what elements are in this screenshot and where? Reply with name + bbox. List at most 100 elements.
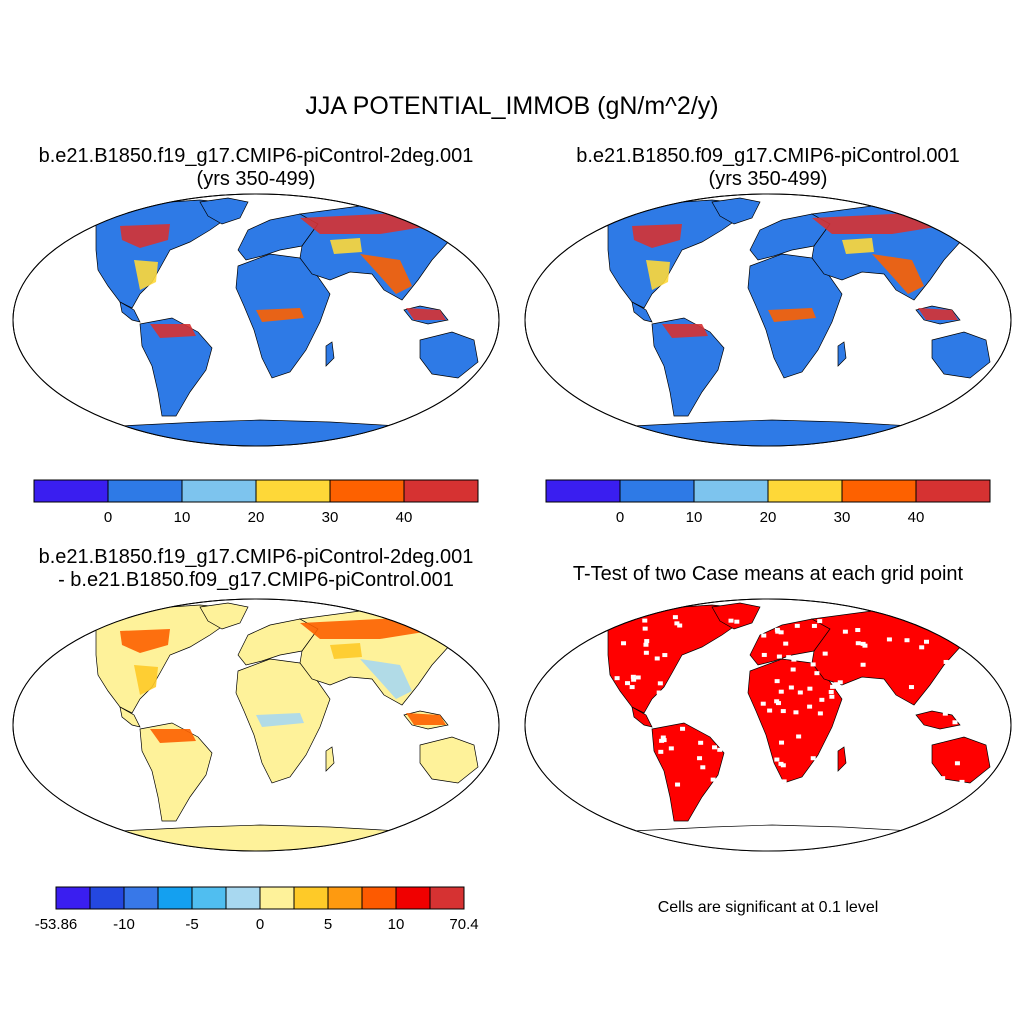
non-significant-cell <box>781 779 787 784</box>
colorbar-tick-label: 10 <box>686 509 703 526</box>
colorbar-swatch <box>259 886 295 910</box>
non-significant-cell <box>853 681 859 686</box>
non-significant-cell <box>761 633 767 638</box>
non-significant-cell <box>929 779 935 784</box>
non-significant-cell <box>967 718 973 723</box>
landmass-australia <box>419 331 479 379</box>
non-significant-cell <box>614 676 620 681</box>
landmass-south-america <box>139 317 213 417</box>
non-significant-cell <box>658 749 664 754</box>
landmass-greenland <box>199 197 249 225</box>
panel2-subtitle-line1: b.e21.B1850.f09_g17.CMIP6-piControl.001 <box>576 145 960 167</box>
non-significant-cell <box>847 756 853 761</box>
non-significant-cell <box>709 655 715 660</box>
non-significant-cell <box>740 781 746 786</box>
anomaly-region <box>150 729 196 743</box>
non-significant-cell <box>730 642 736 647</box>
non-significant-cell <box>621 641 627 646</box>
non-significant-cell <box>814 671 820 676</box>
colorbar-swatch <box>403 479 479 503</box>
colorbar-swatch <box>329 479 405 503</box>
non-significant-cell <box>807 686 813 691</box>
panel4-subtitle: T-Test of two Case means at each grid po… <box>512 563 1024 586</box>
anomaly-region <box>120 629 170 653</box>
colorbar-swatch <box>361 886 397 910</box>
anomaly-region <box>134 665 158 695</box>
anomaly-region <box>918 308 958 320</box>
colorbar-swatch <box>107 479 183 503</box>
colorbar-case2: 0 10 20 30 40 <box>545 479 991 526</box>
colorbar-swatch <box>181 479 257 503</box>
colorbar-tick-label: -10 <box>113 916 135 933</box>
non-significant-cell <box>794 623 800 628</box>
panel1-subtitle-line2: (yrs 350-499) <box>196 168 316 190</box>
non-significant-cell <box>629 685 635 690</box>
anomaly-region <box>646 260 670 290</box>
map-frame <box>12 193 500 447</box>
non-significant-cell <box>965 670 971 675</box>
landmass-central-america <box>119 706 141 728</box>
colorbar-swatch <box>545 479 621 503</box>
anomaly-region <box>872 254 924 294</box>
non-significant-cell <box>780 709 786 714</box>
landmass-madagascar <box>837 341 847 367</box>
non-significant-cell <box>889 748 895 753</box>
non-significant-cell <box>672 615 678 620</box>
non-significant-cell <box>810 756 816 761</box>
non-significant-cell <box>959 779 965 784</box>
non-significant-cell <box>807 704 813 709</box>
non-significant-cell <box>862 643 868 648</box>
non-significant-cell <box>643 642 649 647</box>
non-significant-cell <box>855 641 861 646</box>
non-significant-cell <box>786 655 792 660</box>
non-significant-cell <box>943 659 949 664</box>
non-significant-cell <box>656 690 662 695</box>
landmass-greenland <box>711 602 761 630</box>
non-significant-cell <box>819 697 825 702</box>
colorbar-tick-label: 40 <box>396 509 413 526</box>
colorbar-swatch <box>693 479 769 503</box>
landmass-new-zealand <box>485 776 495 794</box>
non-significant-cell <box>865 740 871 745</box>
landmass-madagascar <box>325 341 335 367</box>
anomaly-region <box>360 659 412 699</box>
non-significant-cell <box>830 684 836 689</box>
non-significant-cell <box>863 724 869 729</box>
colorbar-swatch <box>89 886 125 910</box>
panel2-subtitle-line2: (yrs 350-499) <box>708 168 828 190</box>
colorbar-tick-label: 30 <box>834 509 851 526</box>
colorbar-swatch <box>619 479 695 503</box>
non-significant-cell <box>796 734 802 739</box>
landmass-madagascar <box>837 746 847 772</box>
colorbar-swatch <box>55 886 91 910</box>
non-significant-cell <box>877 723 883 728</box>
non-significant-cell <box>940 776 946 781</box>
landmass-new-zealand <box>997 776 1007 794</box>
non-significant-cell <box>761 652 767 657</box>
non-significant-cell <box>739 685 745 690</box>
non-significant-cell <box>890 772 896 777</box>
non-significant-cell <box>714 674 720 679</box>
panel1-subtitle-line1: b.e21.B1850.f19_g17.CMIP6-piControl-2deg… <box>38 145 474 167</box>
anomaly-region <box>842 238 874 254</box>
map-panel-case2 <box>524 193 1012 447</box>
non-significant-cell <box>837 680 843 685</box>
colorbar-tick-label: 10 <box>388 916 405 933</box>
non-significant-cell <box>659 738 665 743</box>
non-significant-cell <box>701 703 707 708</box>
non-significant-cell <box>640 764 646 769</box>
non-significant-cell <box>756 620 762 625</box>
non-significant-cell <box>774 699 780 704</box>
non-significant-cell <box>971 709 977 714</box>
colorbar-swatch <box>327 886 363 910</box>
significance-note: Cells are significant at 0.1 level <box>657 899 879 916</box>
anomaly-region <box>330 238 362 254</box>
non-significant-cell <box>793 710 799 715</box>
non-significant-cell <box>938 737 944 742</box>
non-significant-cell <box>952 720 958 725</box>
colorbar-tick-label: 70.4 <box>449 916 478 933</box>
non-significant-cell <box>660 735 666 740</box>
non-significant-cell <box>760 701 766 706</box>
non-significant-cell <box>642 626 648 631</box>
non-significant-cell <box>779 740 785 745</box>
